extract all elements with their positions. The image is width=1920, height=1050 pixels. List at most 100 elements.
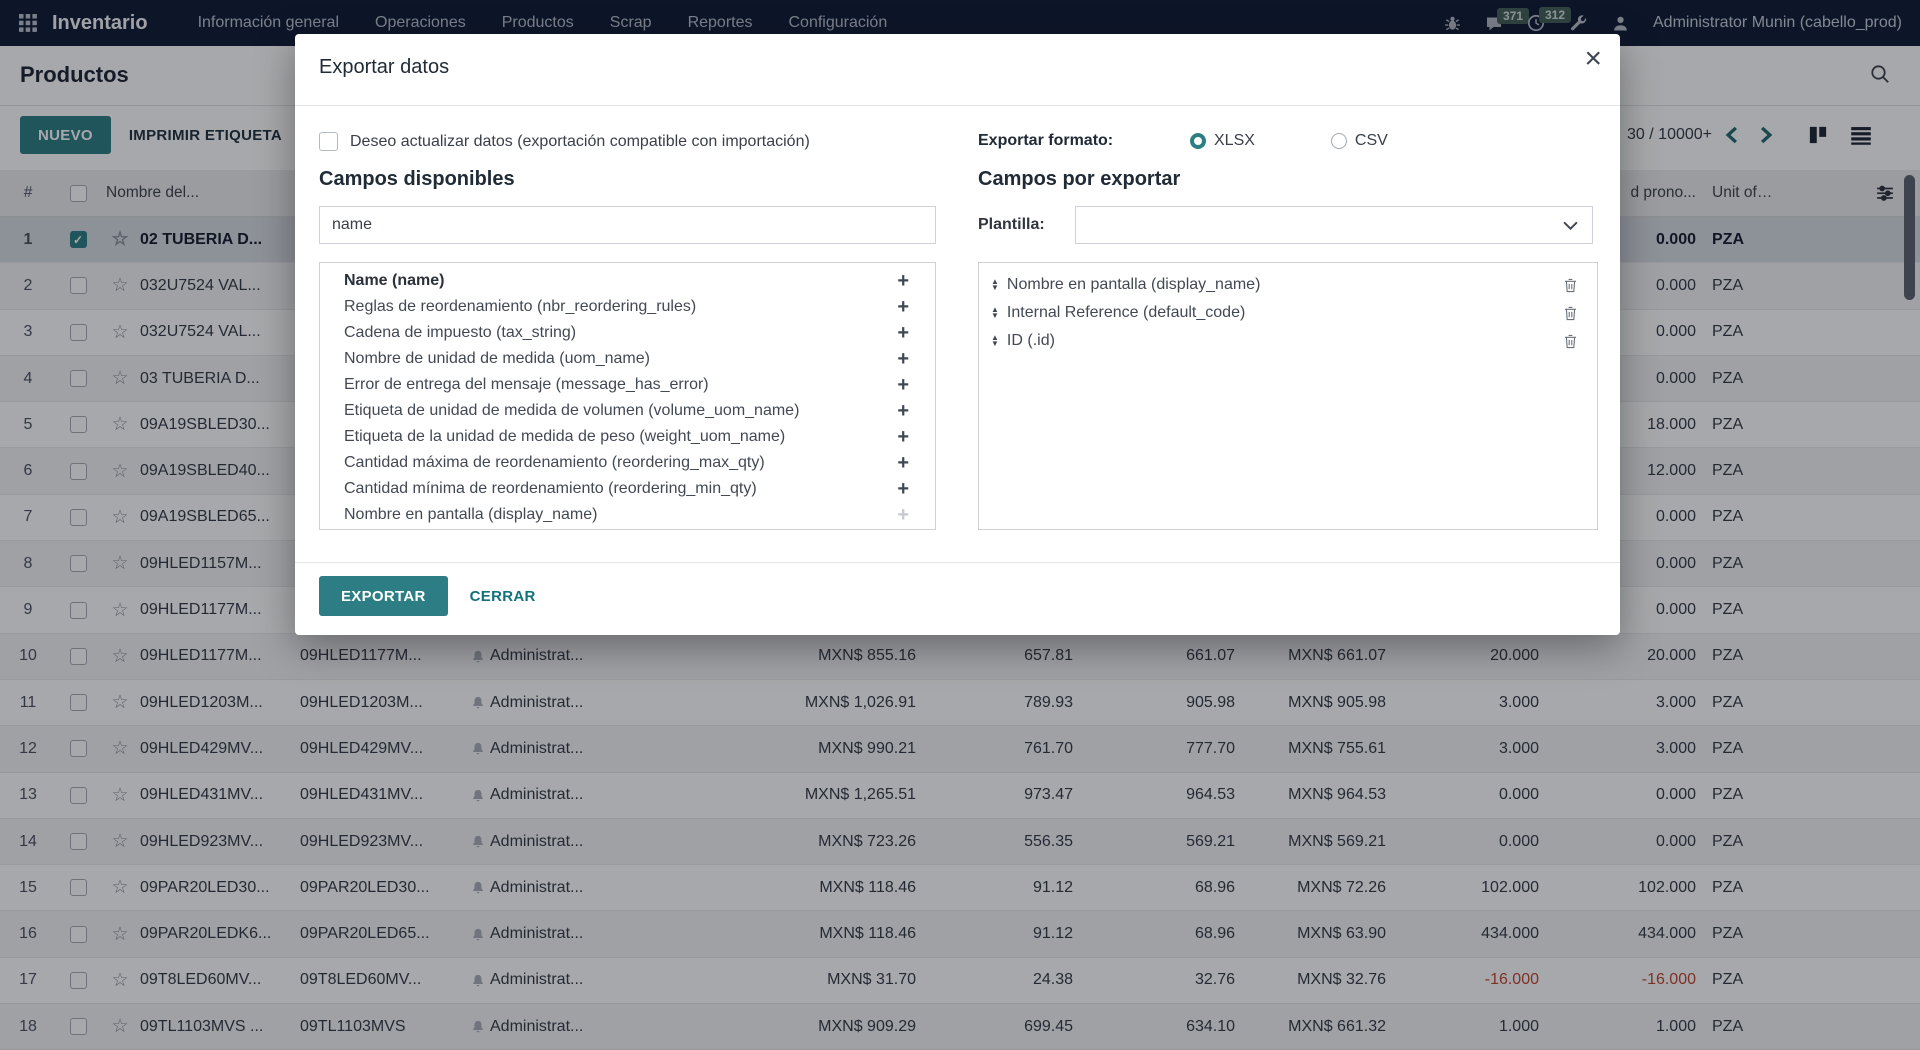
format-csv-label: CSV: [1354, 132, 1388, 149]
table-row[interactable]: 11 ☆ 09HLED1203M... 09HLED1203M... Administr…: [0, 679, 1920, 727]
tools-wrench-icon[interactable]: [1569, 14, 1588, 33]
print-label-button[interactable]: IMPRIMIR ETIQUETA: [128, 126, 282, 144]
update-data-label: Deseo actualizar datos (exportación comp…: [350, 132, 810, 150]
table-row[interactable]: 14 ☆ 09HLED923MV... 09HLED923MV... Administr…: [0, 818, 1920, 866]
menu-item-informaci-n-general[interactable]: Información general: [197, 14, 339, 31]
row-checkbox[interactable]: [69, 971, 87, 989]
available-field-row[interactable]: Nombre en pantalla (display_name) +: [320, 502, 935, 528]
drag-handle-icon[interactable]: ▲ ▼: [991, 277, 999, 292]
available-field-row[interactable]: Cantidad mínima de reordenamiento (reord…: [320, 476, 935, 502]
messages-icon[interactable]: 371: [1485, 7, 1530, 32]
menu-item-productos[interactable]: Productos: [501, 14, 574, 31]
cerrar-button[interactable]: CERRAR: [469, 587, 536, 605]
kanban-view-button[interactable]: [1806, 123, 1830, 147]
row-checkbox[interactable]: [69, 647, 87, 665]
available-field-row[interactable]: Error de entrega del mensaje (message_ha…: [320, 372, 935, 398]
pager-next-button[interactable]: [1756, 124, 1776, 146]
menu-item-configuraci-n[interactable]: Configuración: [788, 14, 888, 31]
row-checkbox[interactable]: [69, 416, 87, 434]
row-checkbox[interactable]: [69, 601, 87, 619]
row-checkbox[interactable]: [69, 786, 87, 804]
row-checkbox[interactable]: ✓: [69, 231, 87, 249]
radio-selected-icon: [1190, 133, 1206, 149]
add-field-icon[interactable]: +: [897, 478, 909, 500]
dialog-header-divider: [295, 105, 1620, 106]
menu-item-reportes[interactable]: Reportes: [687, 14, 753, 31]
available-field-label: Error de entrega del mensaje (message_ha…: [344, 376, 709, 393]
add-field-icon[interactable]: +: [897, 426, 909, 448]
remove-field-icon[interactable]: [1564, 334, 1577, 349]
drag-handle-icon[interactable]: ▲ ▼: [991, 333, 999, 348]
available-field-label: Cantidad mínima de reordenamiento (reord…: [344, 480, 757, 497]
notification-bell-icon: [465, 880, 490, 895]
search-icon[interactable]: [1868, 62, 1892, 91]
debug-bug-icon[interactable]: [1444, 15, 1461, 32]
row-checkbox[interactable]: [69, 462, 87, 480]
fields-to-export-heading: Campos por exportar: [978, 168, 1181, 190]
apps-grid-icon[interactable]: [18, 13, 38, 33]
messages-badge: 371: [1497, 7, 1530, 24]
export-field-row[interactable]: ▲ ▼ Nombre en pantalla (display_name): [979, 271, 1597, 299]
row-checkbox[interactable]: [69, 925, 87, 943]
app-name[interactable]: Inventario: [52, 11, 148, 34]
scrollbar-thumb[interactable]: [1904, 175, 1915, 300]
table-row[interactable]: 15 ☆ 09PAR20LED30... 09PAR20LED30... Adminis…: [0, 865, 1920, 912]
menu-item-operaciones[interactable]: Operaciones: [375, 14, 466, 31]
drag-handle-icon[interactable]: ▲ ▼: [991, 305, 999, 320]
field-search-input[interactable]: [319, 206, 936, 244]
available-field-row[interactable]: Nombre de unidad de medida (uom_name) +: [320, 346, 935, 372]
table-row[interactable]: 10 ☆ 09HLED1177M... 09HLED1177M... Administr…: [0, 633, 1920, 680]
table-row[interactable]: 16 ☆ 09PAR20LEDK6... 09PAR20LED65... Adminis…: [0, 911, 1920, 958]
template-select[interactable]: [1075, 206, 1593, 244]
add-field-icon[interactable]: +: [897, 348, 909, 370]
row-checkbox[interactable]: [69, 555, 87, 573]
close-icon[interactable]: ×: [1584, 42, 1602, 75]
available-field-row[interactable]: Reglas de reordenamiento (nbr_reordering…: [320, 294, 935, 320]
new-button[interactable]: NUEVO: [20, 116, 111, 154]
user-name[interactable]: Administrator Munin (cabello_prod): [1653, 14, 1902, 31]
row-checkbox[interactable]: [69, 277, 87, 295]
table-row[interactable]: 17 ☆ 09T8LED60MV... 09T8LED60MV... Administr…: [0, 957, 1920, 1005]
export-field-row[interactable]: ▲ ▼ Internal Reference (default_code): [979, 299, 1597, 327]
pager-previous-button[interactable]: [1722, 124, 1742, 146]
activities-clock-icon[interactable]: 312: [1527, 7, 1572, 32]
add-field-icon[interactable]: +: [897, 452, 909, 474]
row-checkbox[interactable]: [69, 879, 87, 897]
page-title: Productos: [20, 62, 129, 87]
add-field-icon[interactable]: +: [897, 374, 909, 396]
available-fields-list: Name (name) + Reglas de reordenamiento (nb…: [319, 262, 936, 530]
list-view-button[interactable]: [1848, 123, 1874, 147]
format-xlsx-radio[interactable]: XLSX: [1190, 132, 1255, 150]
available-field-row[interactable]: Etiqueta de unidad de medida de volumen …: [320, 398, 935, 424]
available-field-row[interactable]: Cantidad máxima de reordenamiento (reord…: [320, 450, 935, 476]
export-field-row[interactable]: ▲ ▼ ID (.id): [979, 327, 1597, 355]
update-data-checkbox[interactable]: [319, 132, 338, 151]
row-checkbox[interactable]: [69, 1018, 87, 1036]
table-row[interactable]: 12 ☆ 09HLED429MV... 09HLED429MV... Administr…: [0, 726, 1920, 773]
column-options-icon[interactable]: [1775, 184, 1920, 202]
table-row[interactable]: 13 ☆ 09HLED431MV... 09HLED431MV... Administr…: [0, 772, 1920, 819]
available-field-row[interactable]: Name (name) +: [320, 268, 935, 294]
row-checkbox[interactable]: [69, 323, 87, 341]
row-checkbox[interactable]: [69, 833, 87, 850]
select-all-checkbox[interactable]: [69, 184, 87, 202]
row-checkbox[interactable]: [69, 370, 87, 388]
user-avatar-icon[interactable]: [1612, 15, 1629, 32]
remove-field-icon[interactable]: [1564, 306, 1577, 321]
add-field-icon[interactable]: +: [897, 322, 909, 344]
row-checkbox[interactable]: [69, 740, 87, 758]
menu-item-scrap[interactable]: Scrap: [609, 14, 652, 31]
dialog-footer-divider: [295, 562, 1620, 563]
add-field-icon[interactable]: +: [897, 270, 909, 292]
export-button[interactable]: EXPORTAR: [319, 576, 448, 616]
vertical-scrollbar[interactable]: [1904, 175, 1915, 1050]
row-checkbox[interactable]: [69, 694, 87, 712]
add-field-icon[interactable]: +: [897, 400, 909, 422]
available-field-row[interactable]: Etiqueta de la unidad de medida de peso …: [320, 424, 935, 450]
format-csv-radio[interactable]: CSV: [1330, 132, 1388, 150]
remove-field-icon[interactable]: [1564, 278, 1577, 293]
add-field-icon[interactable]: +: [897, 296, 909, 318]
row-checkbox[interactable]: [69, 508, 87, 526]
available-field-row[interactable]: Cadena de impuesto (tax_string) +: [320, 320, 935, 346]
